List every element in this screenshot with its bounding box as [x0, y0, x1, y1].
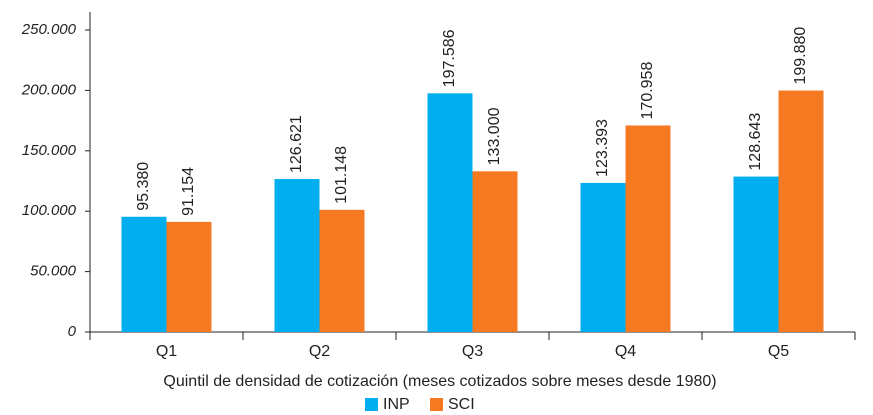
data-label: 199.880: [792, 27, 809, 85]
data-label: 95.380: [135, 162, 152, 211]
data-label: 126.621: [288, 115, 305, 173]
bar: [580, 182, 626, 332]
x-tick-label: Q1: [156, 343, 177, 360]
bar: [778, 90, 824, 333]
bar: [625, 125, 671, 333]
data-label: 170.958: [639, 62, 656, 120]
x-tick-label: Q2: [309, 343, 330, 360]
data-label: 128.643: [747, 113, 764, 171]
legend-swatch: [430, 398, 443, 411]
data-label: 123.393: [594, 119, 611, 177]
data-label: 101.148: [333, 146, 350, 204]
legend-label: SCI: [448, 396, 475, 413]
y-tick-label: 0: [68, 323, 77, 340]
y-tick-label: 100.000: [22, 202, 77, 219]
data-label: 91.154: [180, 167, 197, 216]
bar: [121, 216, 167, 332]
bar: [472, 171, 518, 332]
y-tick-label: 250.000: [21, 21, 77, 38]
legend-swatch: [365, 398, 378, 411]
bar: [274, 179, 320, 332]
y-tick-label: 50.000: [30, 263, 77, 280]
y-tick-label: 200.000: [21, 81, 77, 98]
bar: [319, 209, 365, 332]
bar: [733, 176, 779, 332]
legend-label: INP: [383, 396, 410, 413]
bar: [427, 93, 473, 333]
bar: [166, 221, 212, 332]
x-tick-label: Q4: [615, 343, 636, 360]
x-tick-label: Q3: [462, 343, 483, 360]
data-label: 133.000: [486, 107, 503, 165]
data-label: 197.586: [441, 29, 458, 87]
y-tick-label: 150.000: [22, 142, 77, 159]
x-axis-title: Quintil de densidad de cotización (meses…: [163, 373, 716, 390]
x-tick-label: Q5: [768, 343, 789, 360]
